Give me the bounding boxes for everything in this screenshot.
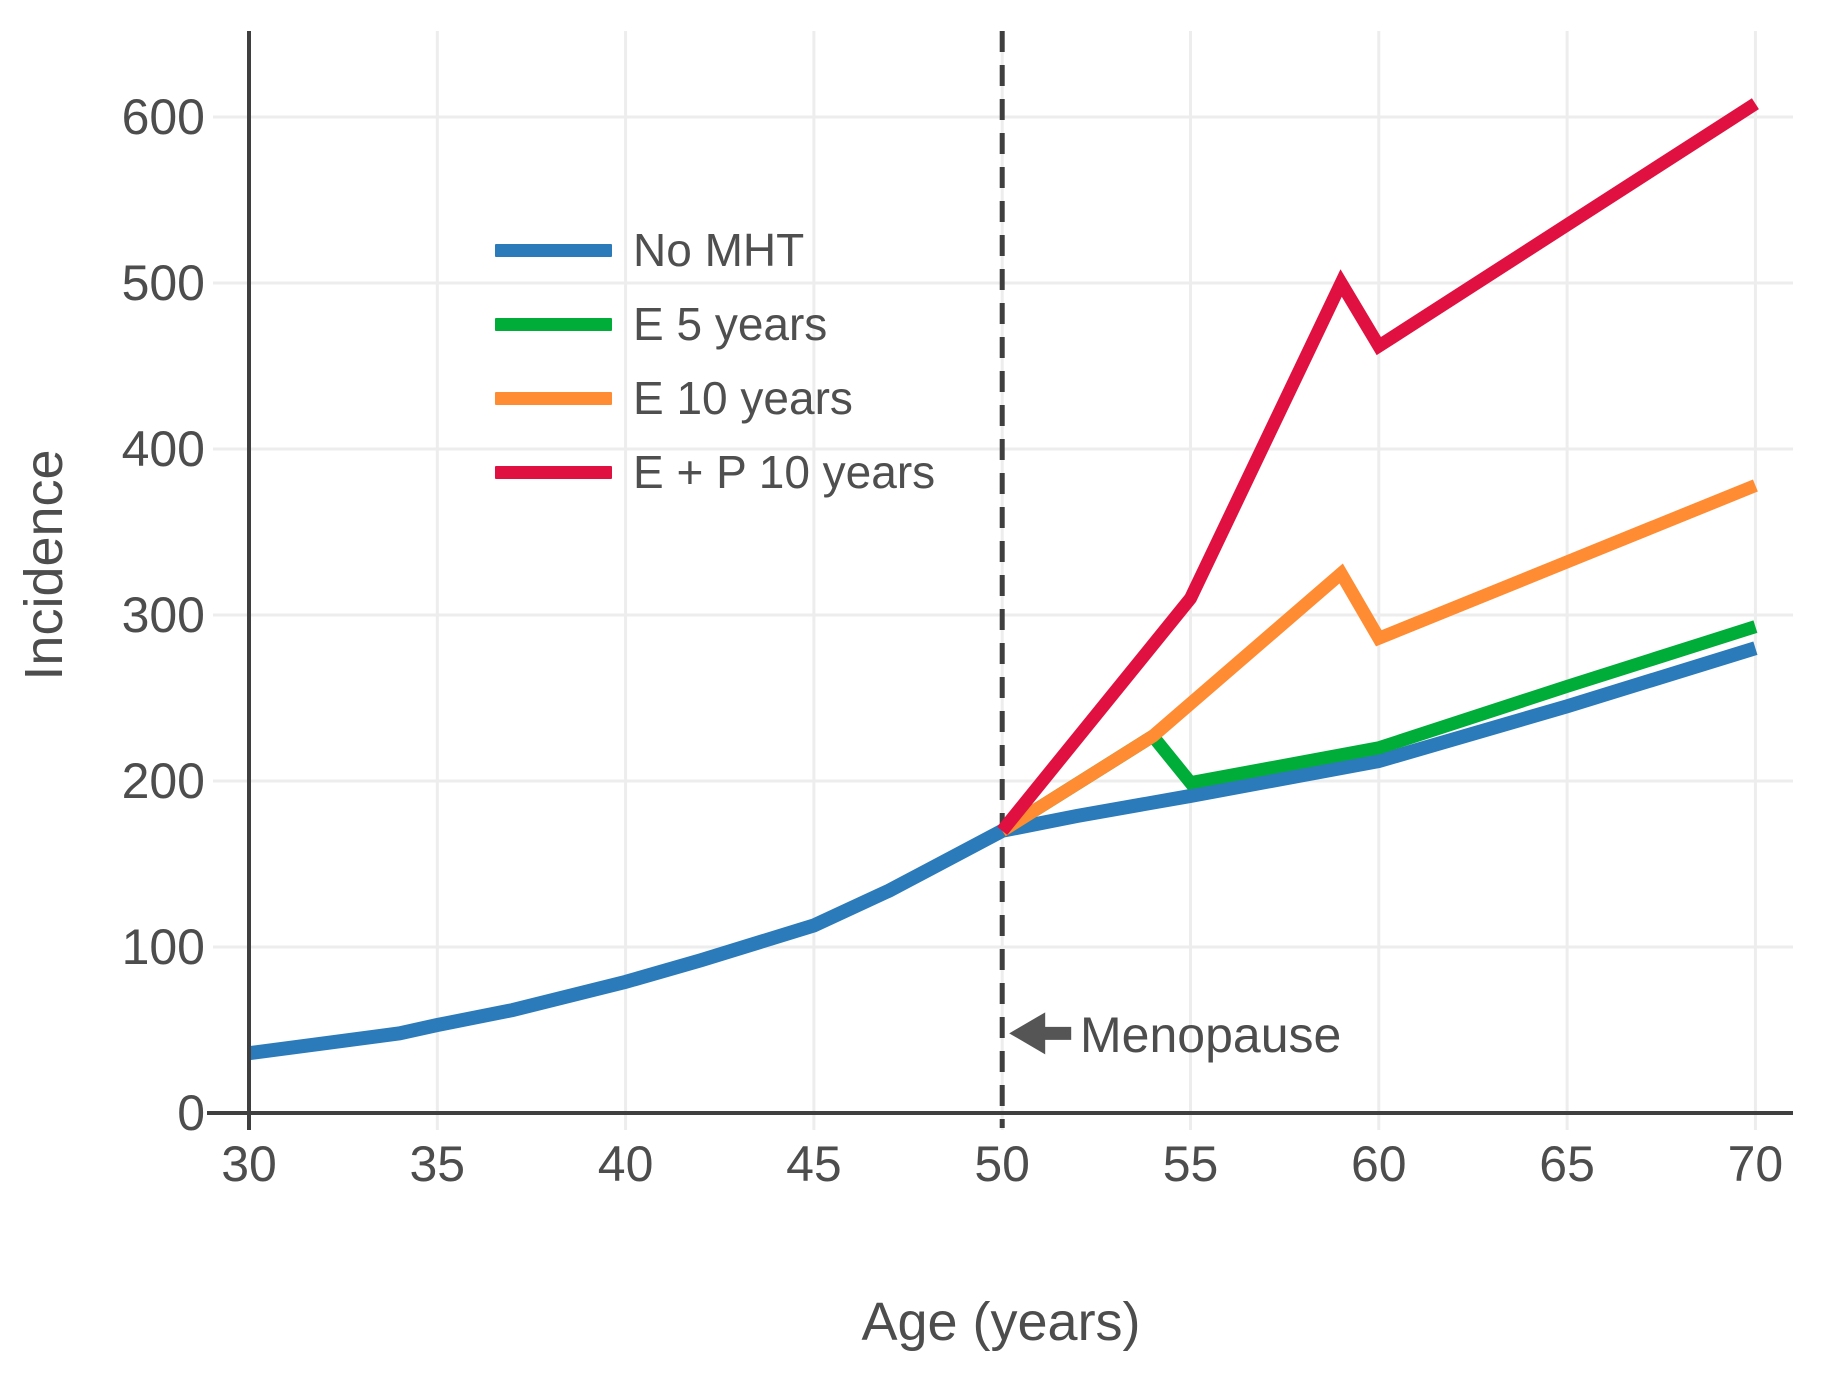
legend-item-e-10-years: E 10 years bbox=[495, 361, 935, 435]
menopause-arrow-icon bbox=[1009, 1012, 1072, 1055]
legend-swatch bbox=[495, 317, 612, 331]
arrow-head bbox=[1009, 1012, 1046, 1055]
x-tick-label-40: 40 bbox=[598, 1136, 654, 1192]
series-line-e-p-10-years bbox=[997, 98, 1759, 835]
x-tick-label-60: 60 bbox=[1351, 1136, 1407, 1192]
legend-item-e-p-10-years: E + P 10 years bbox=[495, 435, 935, 509]
legend-item-no-mht: No MHT bbox=[495, 213, 935, 287]
x-tick-label-55: 55 bbox=[1163, 1136, 1219, 1192]
legend: No MHT E 5 years E 10 years E + P 10 years bbox=[495, 213, 935, 509]
legend-label: E 5 years bbox=[633, 298, 828, 350]
menopause-annotation-label: Menopause bbox=[1080, 1007, 1342, 1063]
series-line-e-10-years bbox=[998, 479, 1758, 837]
legend-label: E 10 years bbox=[633, 372, 853, 424]
y-tick-label-100: 100 bbox=[122, 919, 205, 975]
legend-item-e-5-years: E 5 years bbox=[495, 287, 935, 361]
legend-swatch bbox=[495, 391, 612, 405]
tick-labels: 30 35 40 45 50 55 60 65 70 0 100 200 300 400 500 600 bbox=[122, 89, 1784, 1192]
legend-swatch bbox=[495, 243, 612, 257]
x-tick-label-30: 30 bbox=[221, 1136, 277, 1192]
y-tick-label-0: 0 bbox=[177, 1085, 205, 1141]
x-tick-label-50: 50 bbox=[974, 1136, 1030, 1192]
x-axis-title: Age (years) bbox=[861, 1292, 1141, 1352]
x-tick-label-45: 45 bbox=[786, 1136, 842, 1192]
series-line-no-mht bbox=[248, 641, 1758, 1061]
legend-swatch bbox=[495, 465, 612, 479]
y-tick-label-600: 600 bbox=[122, 89, 205, 145]
x-tick-label-35: 35 bbox=[409, 1136, 465, 1192]
legend-label: E + P 10 years bbox=[633, 446, 936, 498]
y-tick-label-300: 300 bbox=[122, 587, 205, 643]
legend-label: No MHT bbox=[633, 224, 805, 276]
y-tick-label-200: 200 bbox=[122, 753, 205, 809]
x-tick-label-70: 70 bbox=[1728, 1136, 1784, 1192]
x-tick-label-65: 65 bbox=[1539, 1136, 1595, 1192]
y-tick-label-400: 400 bbox=[122, 421, 205, 477]
y-tick-label-500: 500 bbox=[122, 255, 205, 311]
data-series bbox=[248, 98, 1759, 1061]
y-axis-title: Incidence bbox=[14, 449, 74, 681]
